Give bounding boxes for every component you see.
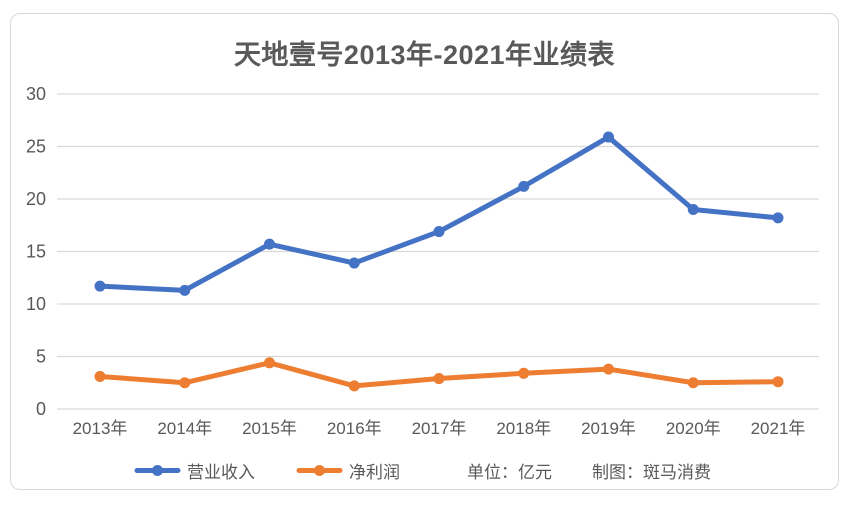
- unit-note: 单位：亿元: [467, 463, 552, 482]
- revenue-line: [97, 134, 781, 293]
- x-axis-label: 2021年: [751, 419, 806, 438]
- legend-item-revenue: 营业收入: [134, 458, 255, 483]
- profit-point: [94, 370, 106, 382]
- profit-point: [772, 376, 784, 388]
- revenue-point: [348, 257, 360, 269]
- credit-note: 制图：斑马消费: [592, 463, 711, 482]
- profit-line-marker-icon: [296, 465, 343, 476]
- profit-point: [518, 367, 530, 379]
- y-axis-tick-label: 25: [26, 137, 46, 157]
- revenue-point: [772, 212, 784, 224]
- x-axis-label: 2013年: [73, 419, 128, 438]
- profit-point: [179, 377, 191, 389]
- legend: 营业收入 净利润 单位：亿元 制图：斑马消费: [11, 458, 838, 483]
- profit-point: [433, 373, 445, 385]
- y-axis-tick-label: 5: [36, 347, 46, 367]
- profit-point: [348, 380, 360, 392]
- x-axis-label: 2016年: [327, 419, 382, 438]
- legend-item-profit: 净利润: [296, 458, 400, 483]
- chart-title: 天地壹号2013年-2021年业绩表: [233, 40, 616, 70]
- y-axis-tick-label: 15: [26, 242, 46, 262]
- y-axis-tick-label: 20: [26, 189, 46, 209]
- revenue-point: [687, 204, 699, 215]
- profit-point: [603, 363, 614, 375]
- revenue-point: [94, 280, 106, 292]
- revenue-point: [518, 180, 530, 192]
- chart-card: 天地壹号2013年-2021年业绩表 0 5 10 15 20 25 30 2013年 2014…: [10, 13, 839, 490]
- x-axis-label: 2019年: [581, 419, 636, 438]
- revenue-point: [433, 226, 445, 238]
- line-chart: 0 5 10 15 20 25 30 2013年 2014年 2015年 2016年 2017年 201…: [26, 84, 819, 438]
- revenue-point: [264, 238, 275, 250]
- revenue-point: [179, 284, 191, 296]
- x-axis-label: 2017年: [412, 419, 467, 438]
- x-axis-label: 2014年: [157, 419, 212, 438]
- x-axis-label: 2020年: [666, 419, 721, 438]
- y-axis-tick-label: 30: [26, 84, 46, 104]
- profit-point: [687, 377, 699, 389]
- legend-label-revenue: 营业收入: [187, 463, 255, 482]
- revenue-line-marker-icon: [134, 465, 181, 476]
- profit-point: [264, 357, 275, 369]
- y-axis-tick-label: 0: [36, 399, 46, 419]
- revenue-point: [603, 131, 614, 143]
- y-axis-tick-label: 10: [26, 294, 46, 314]
- x-axis-label: 2015年: [242, 419, 297, 438]
- legend-label-profit: 净利润: [349, 463, 400, 482]
- x-axis-label: 2018年: [496, 419, 551, 438]
